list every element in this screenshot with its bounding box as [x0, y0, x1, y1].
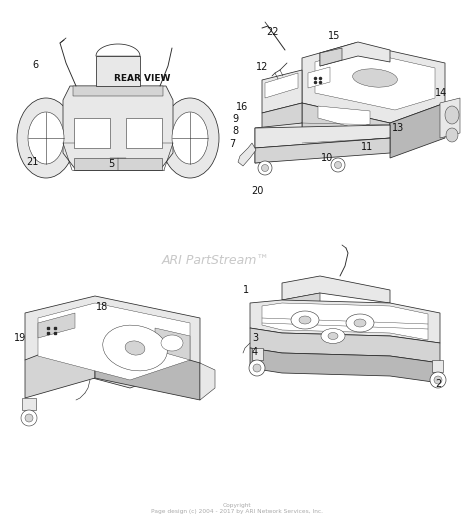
Text: 8: 8	[233, 125, 238, 136]
Polygon shape	[250, 300, 440, 343]
Ellipse shape	[161, 98, 219, 178]
Polygon shape	[250, 348, 440, 383]
Polygon shape	[22, 398, 36, 410]
Polygon shape	[282, 293, 320, 313]
Polygon shape	[96, 56, 140, 86]
Ellipse shape	[258, 161, 272, 175]
Polygon shape	[73, 86, 163, 96]
Text: 11: 11	[361, 141, 374, 152]
Ellipse shape	[249, 360, 265, 376]
Text: 3: 3	[252, 333, 258, 343]
Ellipse shape	[125, 341, 145, 355]
Text: 6: 6	[33, 60, 38, 70]
Polygon shape	[74, 158, 162, 170]
Text: 21: 21	[26, 156, 38, 167]
Polygon shape	[302, 103, 390, 143]
Text: 15: 15	[328, 31, 340, 41]
Ellipse shape	[346, 314, 374, 332]
Ellipse shape	[161, 335, 183, 351]
Text: 5: 5	[108, 159, 115, 169]
Polygon shape	[238, 143, 256, 166]
Ellipse shape	[25, 414, 33, 422]
Polygon shape	[155, 328, 190, 360]
Polygon shape	[255, 125, 390, 148]
Polygon shape	[262, 70, 302, 113]
Polygon shape	[95, 333, 200, 400]
Ellipse shape	[354, 319, 366, 327]
Polygon shape	[282, 276, 390, 303]
Ellipse shape	[103, 325, 167, 371]
Polygon shape	[252, 348, 263, 360]
Polygon shape	[320, 42, 390, 66]
FancyBboxPatch shape	[126, 118, 162, 148]
Ellipse shape	[28, 112, 64, 164]
Text: 16: 16	[236, 102, 248, 112]
FancyBboxPatch shape	[74, 118, 110, 148]
Text: 1: 1	[243, 285, 248, 295]
Polygon shape	[302, 43, 445, 123]
Polygon shape	[432, 360, 443, 372]
Ellipse shape	[328, 333, 338, 339]
Ellipse shape	[21, 410, 37, 426]
Ellipse shape	[321, 328, 345, 343]
Polygon shape	[38, 313, 75, 338]
Ellipse shape	[262, 165, 268, 171]
Ellipse shape	[253, 364, 261, 372]
Polygon shape	[25, 333, 95, 398]
Text: 12: 12	[256, 62, 268, 73]
Polygon shape	[320, 48, 342, 66]
Polygon shape	[63, 86, 173, 170]
Text: 22: 22	[266, 27, 279, 37]
Text: REAR VIEW: REAR VIEW	[114, 74, 170, 83]
Ellipse shape	[172, 112, 208, 164]
Ellipse shape	[445, 106, 459, 124]
Text: ARI PartStream™: ARI PartStream™	[162, 254, 270, 267]
Polygon shape	[250, 328, 440, 363]
Text: 2: 2	[435, 379, 442, 390]
Ellipse shape	[335, 162, 341, 168]
Polygon shape	[255, 143, 302, 163]
Ellipse shape	[291, 311, 319, 329]
Polygon shape	[318, 106, 370, 128]
Polygon shape	[262, 103, 302, 133]
Polygon shape	[25, 296, 200, 388]
Ellipse shape	[430, 372, 446, 388]
Polygon shape	[315, 50, 435, 110]
Polygon shape	[262, 303, 428, 340]
Polygon shape	[308, 67, 330, 88]
Polygon shape	[265, 73, 298, 98]
Text: 14: 14	[435, 88, 447, 98]
Text: 9: 9	[233, 114, 238, 124]
Ellipse shape	[299, 316, 311, 324]
Polygon shape	[440, 98, 460, 138]
Ellipse shape	[17, 98, 75, 178]
Polygon shape	[38, 303, 190, 380]
Polygon shape	[255, 138, 390, 163]
Polygon shape	[255, 123, 302, 148]
Text: 4: 4	[252, 347, 258, 357]
Text: 13: 13	[392, 123, 404, 133]
Ellipse shape	[353, 69, 397, 87]
Text: 18: 18	[96, 301, 108, 312]
Polygon shape	[200, 363, 215, 400]
Text: 7: 7	[229, 139, 236, 149]
Ellipse shape	[331, 158, 345, 172]
Text: Copyright
Page design (c) 2004 - 2017 by ARI Network Services, Inc.: Copyright Page design (c) 2004 - 2017 by…	[151, 503, 323, 514]
Ellipse shape	[446, 128, 458, 142]
Text: 20: 20	[251, 185, 264, 196]
Polygon shape	[390, 103, 445, 158]
Text: 10: 10	[321, 153, 333, 163]
Ellipse shape	[434, 376, 442, 384]
Text: 19: 19	[14, 333, 26, 343]
